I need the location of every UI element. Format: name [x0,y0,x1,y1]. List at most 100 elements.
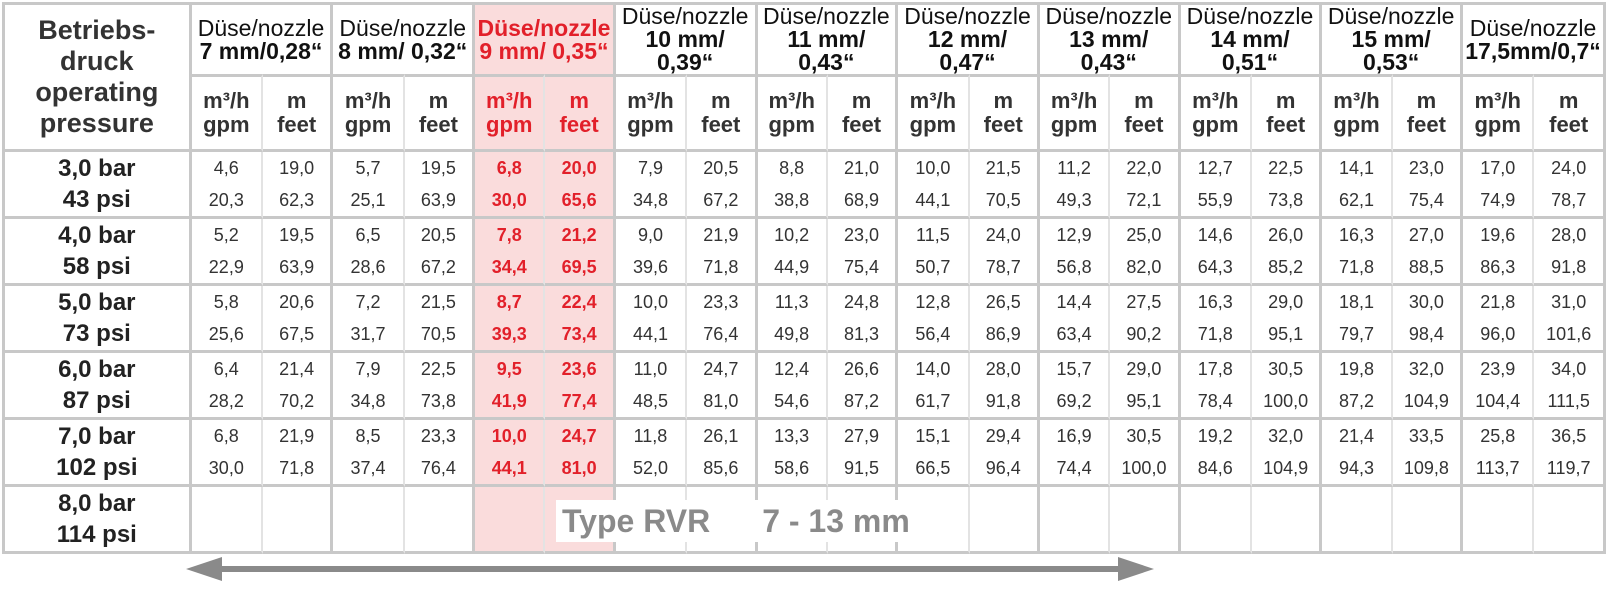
flow-cell: 19,2 84,6 [1180,420,1252,487]
pressure-cell: 6,0 bar 87 psi [2,353,192,420]
flow-cell: 12,8 56,4 [898,286,970,353]
throw-feet: 70,2 [279,391,315,411]
flow-m3h: 18,1 [1338,292,1375,312]
throw-feet: 81,3 [843,324,880,344]
throw-cell: 29,0 95,1 [1110,353,1181,420]
flow-cell: 6,5 28,6 [333,219,405,286]
throw-feet: 70,5 [420,324,456,344]
throw-m: 27,0 [1408,225,1444,245]
flow-gpm: 69,2 [1056,391,1092,411]
pressure-bar: 5,0 bar [58,289,136,316]
flow-gpm: 25,1 [350,190,386,210]
throw-m: 21,9 [279,426,315,446]
flow-m3h: 4,6 [213,158,239,178]
throw-m: 29,4 [985,426,1021,446]
throw-m: 24,8 [843,292,880,312]
flow-gpm: 74,4 [1056,458,1092,478]
flow-gpm: 86,3 [1480,257,1516,277]
flow-m3h: 11,5 [916,225,950,245]
flow-unit-header: m³/h gpm [1039,74,1111,152]
flow-m3h: 7,9 [637,158,663,178]
flow-gpm: 20,3 [208,190,244,210]
throw-feet: 101,6 [1546,324,1592,344]
throw-unit-imperial: feet [701,112,741,137]
throw-cell: 30,0 98,4 [1392,286,1464,353]
nozzle-label: Düse/nozzle [763,3,890,29]
throw-unit-header: m feet [404,74,476,152]
flow-gpm: 56,4 [915,324,951,344]
flow-cell: 5,8 25,6 [191,286,263,353]
throw-unit-metric: m [1275,88,1296,113]
flow-gpm: 104,4 [1475,391,1521,411]
empty-cell [969,487,1040,554]
flow-cell: 12,9 56,8 [1039,219,1111,286]
flow-cell: 14,1 62,1 [1322,152,1393,219]
nozzle-size: 8 mm/ 0,32“ [338,37,468,64]
flow-unit-imperial: gpm [344,112,392,137]
table-row: 4,0 bar 58 psi 5,2 22,9 19,5 63,9 6,5 28,6 20,5 6… [2,219,1606,286]
flow-gpm: 25,6 [208,324,244,344]
throw-feet: 95,1 [1126,391,1162,411]
flow-gpm: 50,7 [915,257,951,277]
flow-gpm: 34,4 [491,257,527,277]
throw-feet: 76,4 [703,324,739,344]
flow-m3h: 15,7 [1056,359,1092,379]
throw-cell: 20,6 67,5 [263,286,334,353]
throw-cell: 24,7 81,0 [687,353,758,420]
pressure-psi: 73 psi [62,320,131,347]
nozzle-size: 17,5mm/0,7“ [1465,37,1601,64]
throw-m: 31,0 [1551,292,1587,312]
flow-gpm: 30,0 [208,458,244,478]
table-body: 3,0 bar 43 psi 4,6 20,3 19,0 62,3 5,7 25,1 19,5 6… [2,152,1606,554]
table-row: 6,0 bar 87 psi 6,4 28,2 21,4 70,2 7,9 34,8 22,5 7… [2,353,1606,420]
flow-unit-header: m³/h gpm [1463,74,1535,152]
throw-m: 23,3 [703,292,739,312]
throw-feet: 96,4 [985,458,1021,478]
throw-unit-metric: m [993,88,1013,113]
throw-feet: 76,4 [420,458,456,478]
flow-m3h: 6,5 [355,225,381,245]
throw-feet: 88,5 [1408,257,1444,277]
flow-cell: 8,7 39,3 [475,286,546,353]
nozzle-size: 15 mm/ 0,53“ [1351,26,1431,75]
throw-m: 26,0 [1268,225,1304,245]
throw-feet: 73,8 [420,391,456,411]
throw-feet: 100,0 [1263,391,1309,411]
throw-cell: 29,0 95,1 [1251,286,1323,353]
throw-m: 22,0 [1126,158,1162,178]
throw-cell: 24,8 81,3 [827,286,899,353]
flow-m3h: 16,3 [1197,292,1233,312]
empty-cell [898,487,970,554]
performance-table: Betriebs- druck operating pressure Düse/… [2,2,1606,554]
flow-gpm: 49,3 [1056,190,1092,210]
flow-unit-header: m³/h gpm [475,74,546,152]
flow-gpm: 37,4 [350,458,386,478]
throw-feet: 63,9 [279,257,315,277]
flow-m3h: 11,0 [633,359,668,379]
flow-unit-imperial: gpm [486,112,533,137]
flow-unit-header: m³/h gpm [615,74,688,152]
flow-gpm: 49,8 [774,324,810,344]
throw-feet: 91,5 [843,458,880,478]
flow-gpm: 34,8 [632,190,668,210]
flow-gpm: 41,9 [491,391,527,411]
flow-cell: 11,2 49,3 [1039,152,1111,219]
throw-feet: 85,6 [703,458,739,478]
throw-cell: 21,9 71,8 [687,219,758,286]
flow-unit-header: m³/h gpm [1180,74,1252,152]
throw-cell: 34,0 111,5 [1534,353,1606,420]
flow-cell: 21,4 94,3 [1322,420,1393,487]
throw-feet: 81,0 [703,391,739,411]
flow-m3h: 10,0 [491,426,527,446]
throw-cell: 20,0 65,6 [545,152,616,219]
flow-cell: 16,9 74,4 [1039,420,1111,487]
flow-m3h: 14,4 [1056,292,1092,312]
throw-feet: 62,3 [279,190,315,210]
throw-m: 20,5 [703,158,739,178]
throw-feet: 91,8 [985,391,1021,411]
throw-feet: 90,2 [1126,324,1162,344]
flow-m3h: 8,8 [779,158,805,178]
flow-cell: 10,0 44,1 [898,152,970,219]
nozzle-size: 9 mm/ 0,35“ [479,37,609,64]
throw-m: 33,5 [1408,426,1444,446]
